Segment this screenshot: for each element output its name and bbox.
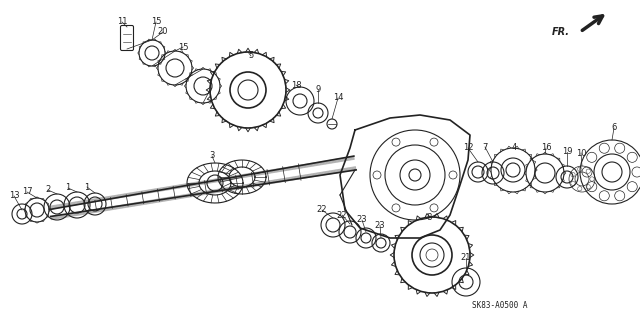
Text: 4: 4 xyxy=(511,144,516,152)
Text: 17: 17 xyxy=(22,188,32,197)
Text: 1: 1 xyxy=(65,183,70,192)
Text: 2: 2 xyxy=(45,186,51,195)
Text: 20: 20 xyxy=(157,27,168,36)
Text: FR.: FR. xyxy=(552,27,570,37)
Text: 8: 8 xyxy=(426,213,432,222)
Text: 15: 15 xyxy=(178,42,188,51)
Text: 3: 3 xyxy=(209,152,214,160)
Text: 15: 15 xyxy=(151,18,161,26)
Text: 6: 6 xyxy=(611,123,617,132)
Text: 1: 1 xyxy=(84,182,90,191)
Text: 23: 23 xyxy=(374,220,385,229)
Text: 11: 11 xyxy=(116,18,127,26)
Text: 9: 9 xyxy=(316,85,321,94)
Text: 10: 10 xyxy=(576,149,586,158)
Text: 14: 14 xyxy=(333,93,343,102)
Text: 5: 5 xyxy=(248,51,253,61)
Text: 22: 22 xyxy=(337,211,348,219)
Text: 12: 12 xyxy=(463,144,473,152)
Text: 23: 23 xyxy=(356,216,367,225)
Text: 19: 19 xyxy=(562,147,572,157)
Text: 21: 21 xyxy=(461,254,471,263)
Text: 22: 22 xyxy=(317,205,327,214)
Text: 13: 13 xyxy=(9,191,19,201)
Text: 18: 18 xyxy=(291,80,301,90)
Text: 16: 16 xyxy=(541,144,551,152)
Text: SK83-A0500 A: SK83-A0500 A xyxy=(472,300,528,309)
Text: 7: 7 xyxy=(483,143,488,152)
